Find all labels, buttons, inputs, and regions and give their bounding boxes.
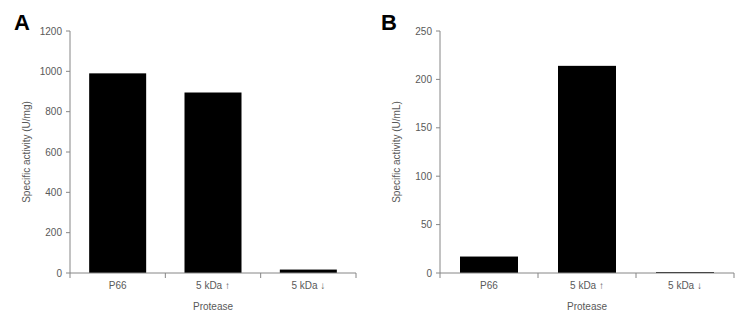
y-tick-label: 0 (426, 268, 432, 279)
bar (185, 93, 242, 273)
x-tick (440, 273, 441, 278)
y-tick-label: 200 (45, 227, 62, 238)
bars (460, 66, 714, 273)
x-tick (538, 273, 539, 278)
y-tick-label: 200 (415, 74, 432, 85)
y-tick (66, 273, 70, 274)
x-tick-label: P66 (109, 280, 127, 291)
y-tick-label: 0 (56, 268, 62, 279)
y-tick-label: 50 (421, 219, 433, 230)
panel-label: A (14, 10, 30, 35)
y-tick-label: 800 (45, 106, 62, 117)
bars (89, 73, 337, 273)
y-tick-label: 150 (415, 122, 432, 133)
bar (460, 257, 518, 273)
panel-label: B (381, 10, 397, 35)
y-tick (436, 31, 440, 32)
y-axis-title: Specific activity (U/mg) (21, 101, 32, 203)
x-tick-label: 5 kDa ↑ (570, 280, 604, 291)
y-tick-label: 250 (415, 26, 432, 37)
x-axis (70, 273, 356, 274)
y-tick (66, 192, 70, 193)
y-tick (436, 176, 440, 177)
x-tick (70, 273, 71, 278)
x-tick (260, 273, 261, 278)
x-axis (440, 273, 734, 274)
bar (558, 66, 616, 273)
x-tick-label: P66 (480, 280, 498, 291)
y-tick (66, 71, 70, 72)
bar (280, 270, 337, 273)
y-tick (66, 111, 70, 112)
x-tick-label: 5 kDa ↓ (291, 280, 325, 291)
chart-panel: A 0 200 400 600 800 1000 1200 P66 5 kDa ↑ 5 kDa ↓ P… (14, 10, 356, 312)
chart-panel: B 0 50 100 150 200 250 P66 5 kDa ↑ 5 kDa ↓ Proteas… (381, 10, 734, 312)
y-tick-label: 100 (415, 171, 432, 182)
y-tick-label: 1200 (40, 26, 63, 37)
y-tick-label: 1000 (40, 66, 63, 77)
x-tick (734, 273, 735, 278)
x-tick (165, 273, 166, 278)
figure: A020040060080010001200P665 kDa ↑5 kDa ↓P… (0, 0, 737, 329)
x-tick-label: 5 kDa ↓ (668, 280, 702, 291)
y-tick (436, 79, 440, 80)
bar (89, 73, 146, 273)
y-tick (436, 273, 440, 274)
y-axis-title: Specific activity (U/mL) (391, 101, 402, 203)
y-tick (66, 31, 70, 32)
x-tick (636, 273, 637, 278)
y-tick (66, 152, 70, 153)
y-tick (436, 127, 440, 128)
y-axis (70, 31, 71, 273)
x-tick (356, 273, 357, 278)
x-axis-title: Protease (567, 301, 607, 312)
y-axis (440, 31, 441, 273)
y-tick (66, 232, 70, 233)
y-tick-label: 600 (45, 147, 62, 158)
y-tick (436, 224, 440, 225)
y-tick-label: 400 (45, 187, 62, 198)
x-axis-title: Protease (193, 301, 233, 312)
x-tick-label: 5 kDa ↑ (196, 280, 230, 291)
